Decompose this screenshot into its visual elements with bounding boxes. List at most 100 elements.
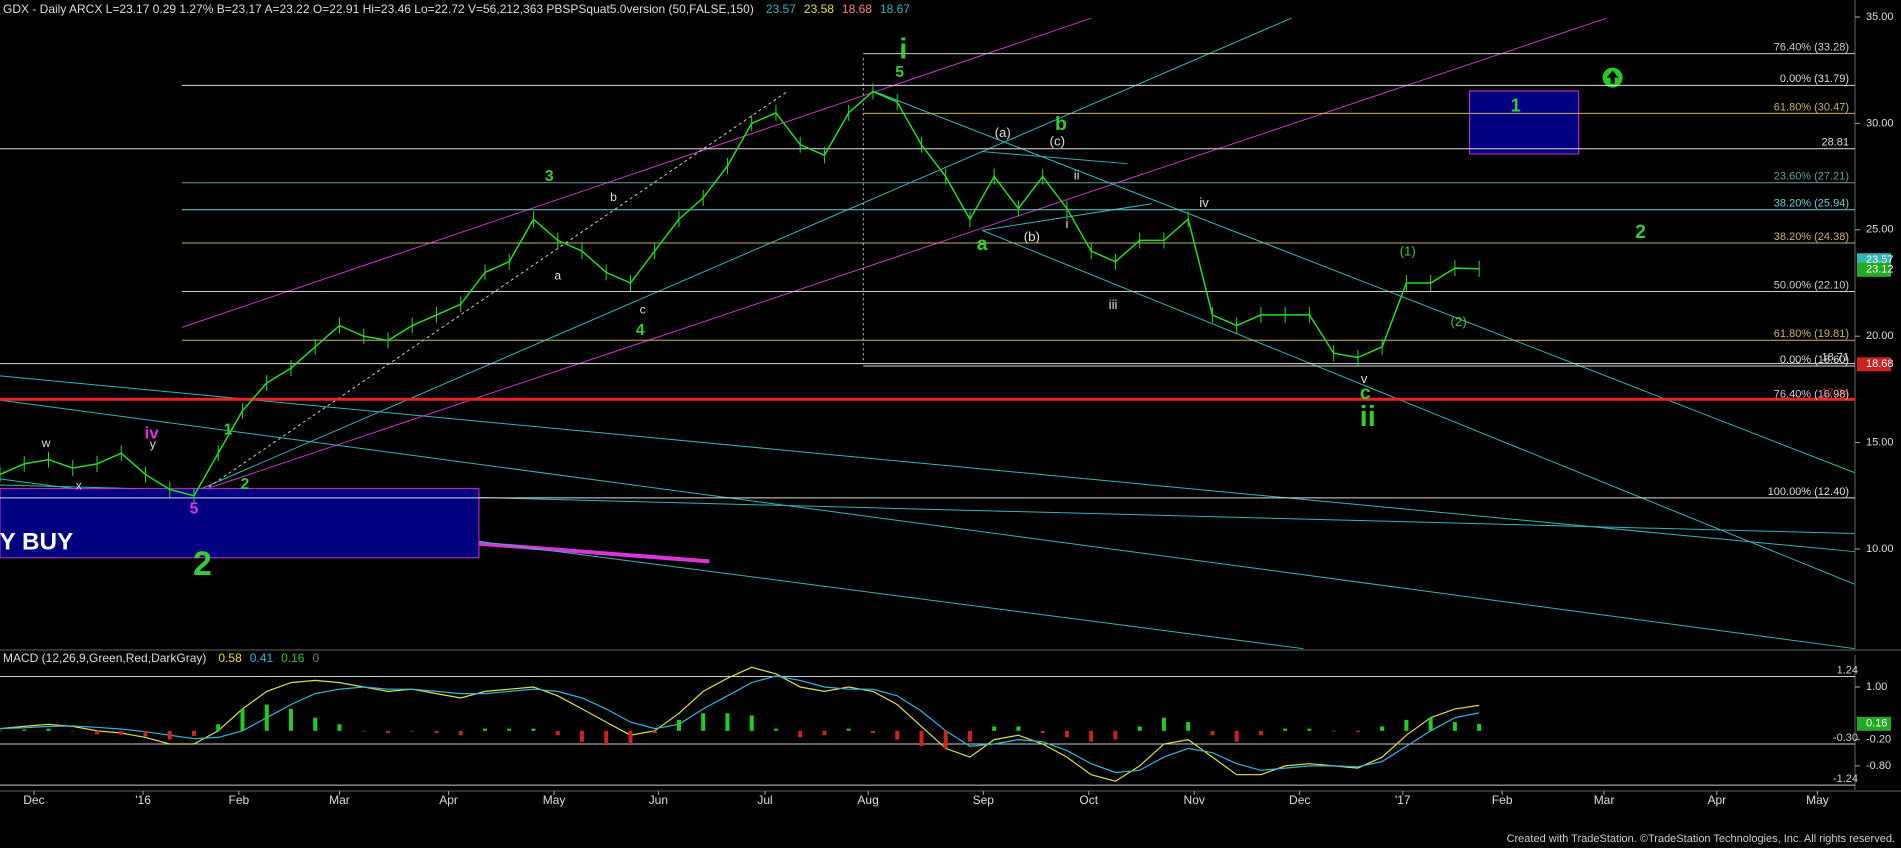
- histogram-bar: [798, 730, 803, 738]
- y-tick-label: 25.00: [1866, 224, 1894, 236]
- wave-label: c: [1360, 382, 1371, 404]
- x-tick-label: Apr: [1707, 793, 1726, 807]
- price-marker-label: 18.68: [1866, 358, 1894, 370]
- wave-label: 1: [224, 422, 233, 439]
- wave-label: a: [977, 233, 988, 255]
- wave-label: ii: [1360, 401, 1376, 433]
- histogram-bar: [676, 719, 681, 731]
- x-tick-label: Dec: [23, 793, 44, 807]
- wave-label: 1: [1511, 95, 1521, 115]
- histogram-bar: [385, 730, 390, 734]
- level-label: 61.80% (19.81): [1774, 328, 1849, 340]
- histogram-bar: [555, 730, 560, 736]
- histogram-bar: [167, 730, 172, 740]
- x-tick-label: Oct: [1079, 793, 1098, 807]
- histogram-bar: [1380, 726, 1385, 731]
- histogram-bar: [0, 730, 2, 732]
- legend-value: 18.67: [880, 2, 910, 16]
- histogram-bar: [264, 704, 269, 731]
- histogram-bar: [361, 730, 366, 732]
- wave-label: 2: [1635, 221, 1646, 243]
- histogram-bar: [458, 730, 463, 736]
- histogram-bar: [652, 730, 657, 734]
- legend-value: 18.68: [842, 2, 872, 16]
- histogram-bar: [1234, 730, 1239, 742]
- footer: Created with TradeStation. ©TradeStation…: [1507, 833, 1895, 845]
- level-label: 76.40% (33.28): [1774, 42, 1849, 54]
- level-label: 50.00% (22.10): [1774, 279, 1849, 291]
- histogram-bar: [1428, 717, 1433, 731]
- x-tick-label: Jun: [649, 793, 668, 807]
- histogram-bar: [1113, 730, 1118, 740]
- wave-label: Y BUY: [0, 529, 73, 556]
- histogram-bar: [313, 717, 318, 731]
- y-tick-label: 10.00: [1866, 543, 1894, 555]
- level-label: 100.00% (12.40): [1768, 486, 1849, 498]
- legend-value: 0.16: [281, 651, 305, 665]
- histogram-bar: [434, 730, 439, 734]
- histogram-bar: [1404, 719, 1409, 731]
- level-label: 23.60% (27.21): [1774, 171, 1849, 183]
- legend-value: 0.58: [218, 651, 242, 665]
- histogram-bar: [337, 724, 342, 731]
- y-tick-label: 30.00: [1866, 117, 1894, 129]
- wave-label: b: [1055, 113, 1067, 135]
- legend-value: 0: [312, 651, 319, 665]
- wave-label: iv: [144, 424, 159, 443]
- target-arrow: [1606, 70, 1619, 84]
- level-label: 38.20% (24.38): [1774, 231, 1849, 243]
- histogram-bar: [1016, 726, 1021, 731]
- histogram-bar: [288, 708, 293, 731]
- wave-label: a: [554, 269, 561, 283]
- histogram-bar: [895, 730, 900, 740]
- histogram-bar: [628, 730, 633, 744]
- level-label: 0.00% (31.79): [1780, 73, 1849, 85]
- histogram-bar: [1089, 730, 1094, 742]
- wave-label: i: [1066, 216, 1069, 231]
- wave-label: ii: [1074, 167, 1080, 182]
- histogram-bar: [943, 730, 948, 749]
- y-tick-label: -0.20: [1866, 734, 1891, 746]
- histogram-bar: [482, 728, 487, 731]
- price-marker-label: 23.12: [1866, 264, 1894, 276]
- histogram-bar: [1452, 722, 1457, 731]
- level-label: -0.30: [1833, 732, 1858, 744]
- wave-label: iii: [1109, 297, 1118, 312]
- y-tick-label: 1.00: [1866, 681, 1887, 693]
- histogram-bar: [119, 730, 124, 735]
- level-label: -1.24: [1833, 773, 1858, 785]
- wave-label: 4: [636, 322, 645, 339]
- histogram-bar: [579, 730, 584, 742]
- histogram-bar: [46, 728, 51, 731]
- x-tick-label: Aug: [857, 793, 878, 807]
- y-tick-label: 20.00: [1866, 330, 1894, 342]
- histogram-bar: [410, 730, 415, 732]
- wave-label: c: [640, 303, 646, 317]
- histogram-bar: [749, 715, 754, 731]
- x-tick-label: Feb: [1492, 793, 1513, 807]
- wave-label: 5: [895, 64, 904, 81]
- histogram-bar: [1137, 726, 1142, 731]
- histogram-bar: [1258, 730, 1263, 736]
- histogram-bar: [604, 730, 609, 744]
- price-marker: [1857, 357, 1891, 372]
- x-tick-label: Nov: [1184, 793, 1205, 807]
- histogram-bar: [1355, 730, 1360, 733]
- histogram-bar: [870, 730, 875, 734]
- histogram-bar: [701, 713, 706, 731]
- trend-line: [0, 375, 1856, 553]
- histogram-bar: [240, 708, 245, 731]
- trend-line: [181, 17, 1092, 328]
- trend-line: [181, 17, 1607, 498]
- series-line: [0, 675, 1480, 774]
- x-tick-label: May: [543, 793, 566, 807]
- histogram-bar: [191, 730, 196, 737]
- wave-label: b: [610, 190, 617, 204]
- histogram-bar: [1307, 728, 1312, 731]
- legend-value: 23.58: [804, 2, 834, 16]
- wave-label: (a): [995, 125, 1011, 140]
- histogram-bar: [143, 730, 148, 737]
- trend-line: [982, 151, 1128, 165]
- trend-line: [872, 90, 1856, 474]
